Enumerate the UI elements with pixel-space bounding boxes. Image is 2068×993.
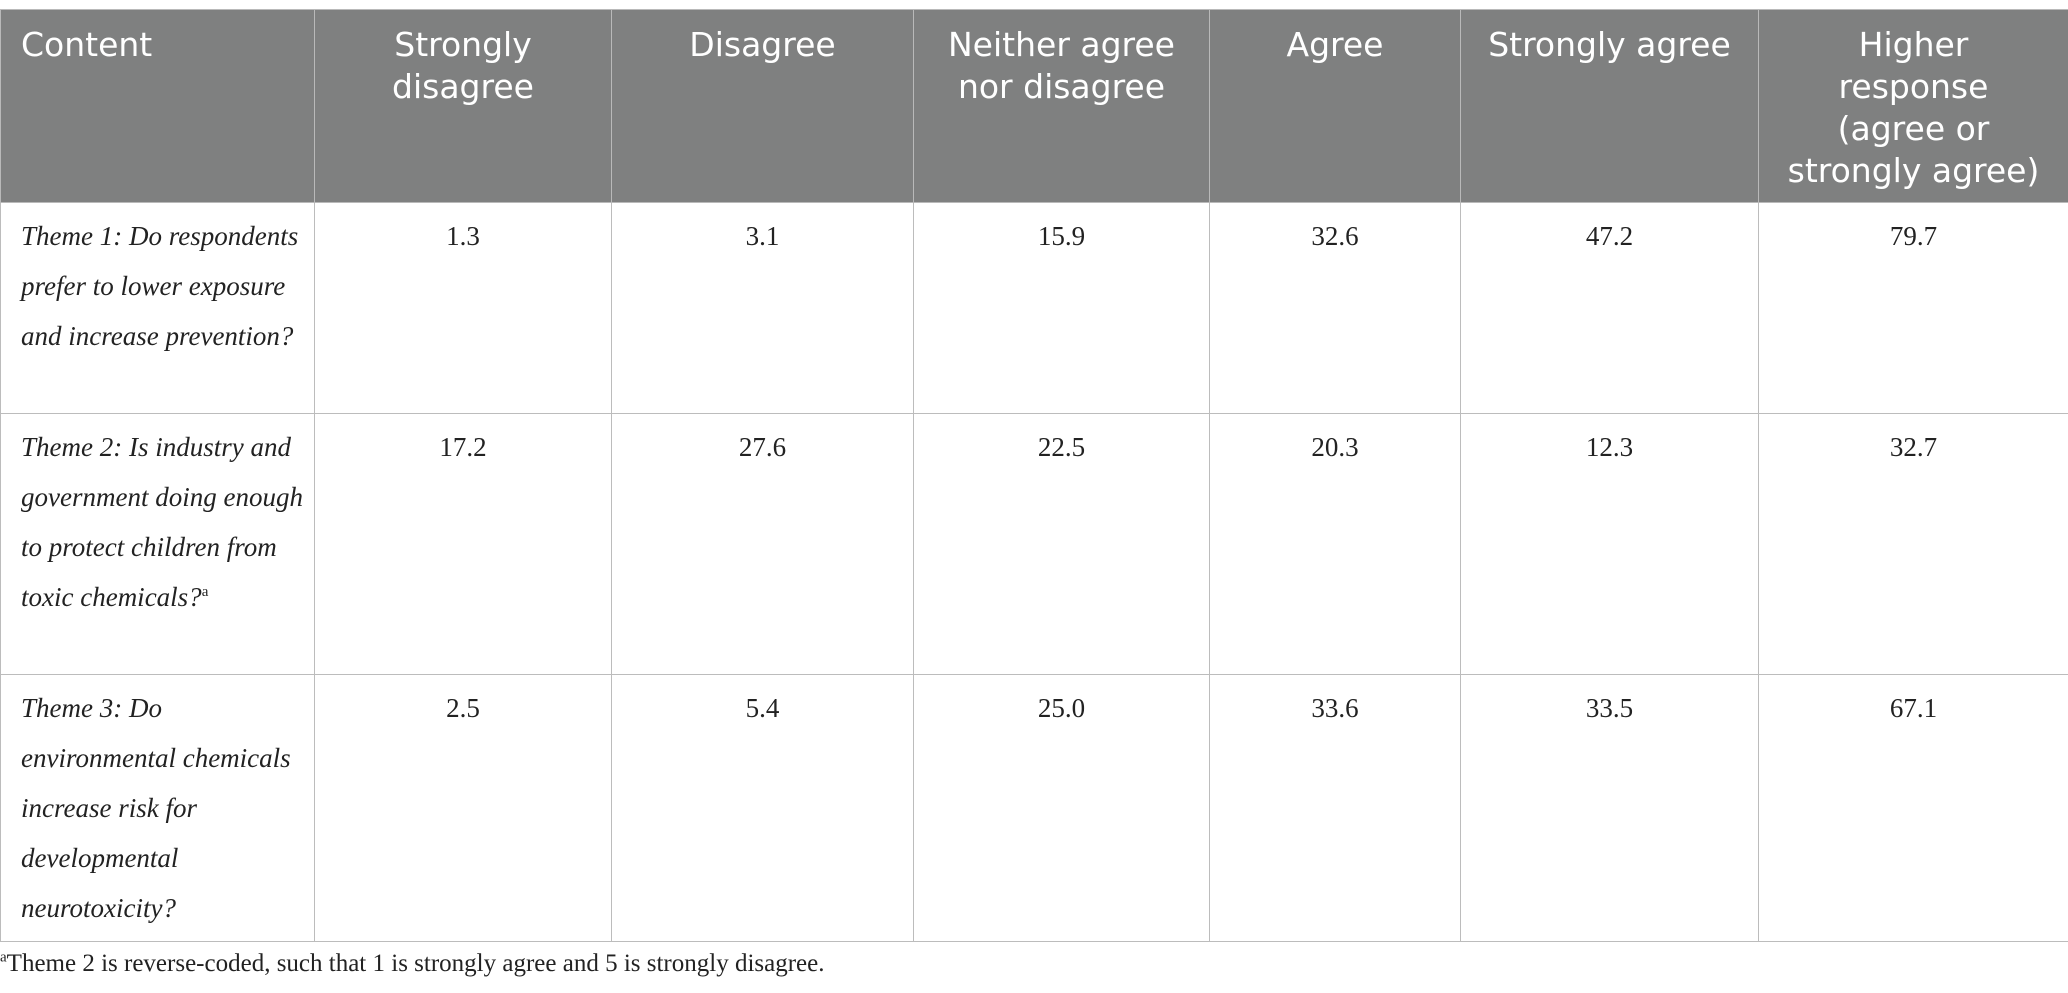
table-row: Theme 1: Do respondents prefer to lower … xyxy=(0,202,2068,414)
content-text: Theme 2: Is industry and government doin… xyxy=(21,432,303,612)
data-table: Content Strongly disagree Disagree Neither … xyxy=(0,9,2068,942)
value-cell: 33.6 xyxy=(1209,674,1461,942)
value-cell: 15.9 xyxy=(913,202,1210,414)
footnote-text: Theme 2 is reverse-coded, such that 1 is… xyxy=(6,950,825,977)
value-cell: 32.6 xyxy=(1209,202,1461,414)
content-cell: Theme 1: Do respondents prefer to lower … xyxy=(0,202,315,414)
value-cell: 5.4 xyxy=(611,674,914,942)
value-cell: 2.5 xyxy=(314,674,612,942)
value-cell: 12.3 xyxy=(1460,413,1759,675)
header-cell: Agree xyxy=(1209,9,1461,203)
footnote: aTheme 2 is reverse-coded, such that 1 i… xyxy=(0,950,825,978)
content-text: Theme 1: Do respondents prefer to lower … xyxy=(21,221,299,351)
value-cell: 20.3 xyxy=(1209,413,1461,675)
value-cell: 22.5 xyxy=(913,413,1210,675)
header-cell: Content xyxy=(0,9,315,203)
value-cell: 3.1 xyxy=(611,202,914,414)
header-cell: Neither agree nor disagree xyxy=(913,9,1210,203)
footnote-marker: a xyxy=(0,949,7,966)
value-cell: 32.7 xyxy=(1758,413,2068,675)
header-cell: Disagree xyxy=(611,9,914,203)
value-cell: 27.6 xyxy=(611,413,914,675)
value-cell: 17.2 xyxy=(314,413,612,675)
table-body: Theme 1: Do respondents prefer to lower … xyxy=(0,202,2068,942)
content-cell: Theme 3: Do environmental chemicals incr… xyxy=(0,674,315,942)
table-row: Theme 2: Is industry and government doin… xyxy=(0,413,2068,675)
value-cell: 33.5 xyxy=(1460,674,1759,942)
footnote-marker: a xyxy=(201,584,209,600)
value-cell: 1.3 xyxy=(314,202,612,414)
value-cell: 47.2 xyxy=(1460,202,1759,414)
header-cell: Higher response (agree or strongly agree… xyxy=(1758,9,2068,203)
content-text: Theme 3: Do environmental chemicals incr… xyxy=(21,693,291,923)
table-row: Theme 3: Do environmental chemicals incr… xyxy=(0,674,2068,942)
content-cell: Theme 2: Is industry and government doin… xyxy=(0,413,315,675)
header-cell: Strongly agree xyxy=(1460,9,1759,203)
value-cell: 67.1 xyxy=(1758,674,2068,942)
header-row: Content Strongly disagree Disagree Neither … xyxy=(0,9,2068,203)
header-cell: Strongly disagree xyxy=(314,9,612,203)
value-cell: 25.0 xyxy=(913,674,1210,942)
value-cell: 79.7 xyxy=(1758,202,2068,414)
